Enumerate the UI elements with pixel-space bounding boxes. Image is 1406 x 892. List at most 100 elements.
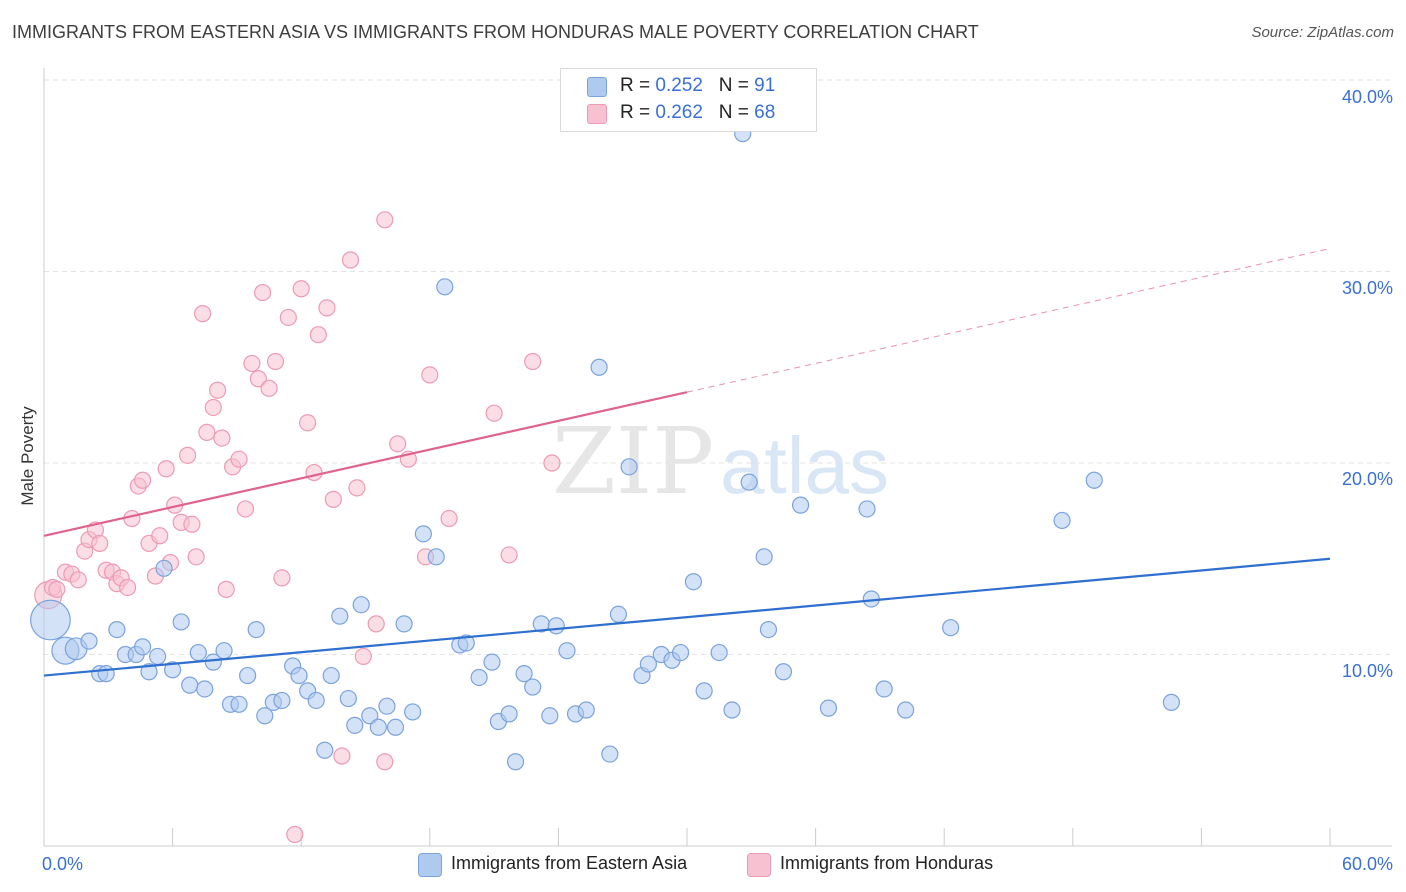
honduras-point-56	[376, 211, 394, 229]
honduras-point-27	[187, 548, 205, 566]
honduras-point-33	[217, 580, 235, 598]
x-tick-label-max: 60.0%	[1342, 854, 1393, 874]
eastern-asia-point-60	[577, 701, 595, 719]
eastern-asia-point-9	[133, 638, 152, 656]
honduras-point-45	[292, 280, 310, 298]
honduras-point-46	[299, 414, 317, 432]
legend-r-value-pink: 0.262	[655, 102, 703, 123]
eastern-asia-point-85	[942, 619, 960, 637]
eastern-asia-point-51	[500, 705, 518, 723]
honduras-point-54	[354, 647, 372, 666]
eastern-asia-point-88	[1162, 693, 1180, 711]
eastern-asia-point-23	[247, 621, 265, 639]
source-label: Source: ZipAtlas.com	[1251, 24, 1394, 41]
honduras-point-39	[254, 283, 272, 302]
bottom-legend-label-eastern-asia: Immigrants from Eastern Asia	[451, 853, 688, 873]
eastern-asia-point-47	[457, 634, 475, 652]
honduras-point-31	[209, 381, 227, 399]
eastern-asia-point-63	[609, 605, 628, 623]
honduras-point-63	[485, 404, 503, 422]
pink-points	[34, 211, 561, 844]
eastern-asia-point-83	[875, 680, 893, 698]
honduras-point-20	[151, 527, 169, 545]
eastern-asia-point-21	[230, 695, 248, 713]
eastern-asia-point-10	[140, 663, 158, 681]
watermark-atlas: atlas	[720, 421, 889, 510]
eastern-asia-point-34	[339, 689, 357, 708]
eastern-asia-point-0	[30, 599, 71, 641]
legend-n-label: N =	[718, 102, 749, 123]
eastern-asia-point-76	[755, 548, 773, 566]
honduras-point-50	[324, 490, 342, 508]
eastern-asia-point-6	[108, 621, 126, 639]
eastern-asia-point-12	[155, 559, 173, 577]
eastern-asia-point-57	[547, 617, 565, 635]
honduras-point-57	[376, 753, 394, 771]
honduras-point-5	[69, 571, 87, 589]
eastern-asia-point-56	[541, 707, 559, 725]
x-tick-label-min: 0.0%	[42, 854, 83, 874]
eastern-asia-point-39	[378, 697, 396, 715]
eastern-asia-point-78	[774, 663, 793, 681]
legend-n-value-pink: 68	[754, 102, 776, 123]
eastern-asia-point-14	[172, 613, 190, 631]
eastern-asia-point-87	[1085, 471, 1103, 489]
eastern-asia-point-86	[1053, 511, 1071, 530]
eastern-asia-point-64	[620, 458, 638, 476]
trend-line-honduras-extrapolated	[686, 248, 1331, 393]
honduras-point-32	[213, 429, 231, 447]
trend-line-eastern-asia	[43, 557, 1331, 677]
eastern-asia-point-49	[483, 653, 501, 671]
eastern-asia-point-22	[239, 666, 257, 685]
bottom-legend-swatch-pink	[747, 853, 771, 877]
eastern-asia-point-13	[164, 661, 182, 679]
legend-r-value-blue: 0.252	[655, 75, 703, 96]
honduras-point-21	[157, 460, 175, 478]
eastern-asia-point-18	[204, 653, 222, 671]
honduras-point-43	[279, 308, 297, 327]
honduras-point-25	[179, 446, 197, 464]
eastern-asia-point-30	[307, 691, 325, 710]
y-tick-label-10: 10.0%	[1342, 661, 1393, 681]
eastern-asia-point-69	[671, 643, 690, 662]
honduras-point-35	[230, 450, 248, 468]
eastern-asia-point-17	[196, 680, 214, 698]
honduras-point-38	[249, 370, 267, 388]
eastern-asia-point-31	[316, 741, 334, 759]
eastern-asia-point-41	[395, 615, 413, 633]
eastern-asia-point-35	[346, 716, 364, 734]
honduras-point-37	[243, 354, 261, 373]
eastern-asia-point-37	[361, 707, 379, 725]
honduras-point-9	[91, 534, 109, 553]
eastern-asia-point-15	[181, 676, 199, 694]
honduras-point-52	[341, 251, 360, 269]
eastern-asia-point-32	[322, 666, 340, 685]
honduras-point-2	[48, 580, 66, 598]
legend-r-label: R =	[620, 75, 651, 96]
honduras-point-14	[118, 578, 137, 597]
honduras-point-26	[183, 515, 201, 533]
eastern-asia-point-84	[897, 701, 915, 719]
eastern-asia-point-16	[189, 643, 207, 662]
eastern-asia-point-19	[215, 642, 233, 660]
honduras-point-55	[367, 615, 385, 633]
eastern-asia-point-73	[723, 701, 741, 719]
honduras-point-49	[318, 299, 336, 317]
y-tick-label-40: 40.0%	[1342, 87, 1393, 107]
honduras-point-51	[333, 747, 351, 765]
eastern-asia-point-42	[404, 703, 422, 721]
eastern-asia-point-45	[436, 278, 454, 296]
honduras-point-28	[194, 305, 212, 323]
honduras-point-30	[204, 398, 222, 417]
honduras-point-17	[133, 471, 152, 489]
eastern-asia-point-43	[414, 525, 432, 543]
honduras-point-40	[260, 379, 278, 397]
legend-swatch-blue	[587, 77, 607, 97]
honduras-point-47	[305, 463, 323, 482]
stats-legend: R = 0.252 N = 91 R = 0.262 N = 68	[560, 68, 817, 132]
eastern-asia-point-81	[858, 500, 876, 518]
eastern-asia-point-44	[427, 548, 445, 566]
honduras-point-64	[500, 546, 518, 564]
eastern-asia-point-11	[148, 647, 167, 666]
